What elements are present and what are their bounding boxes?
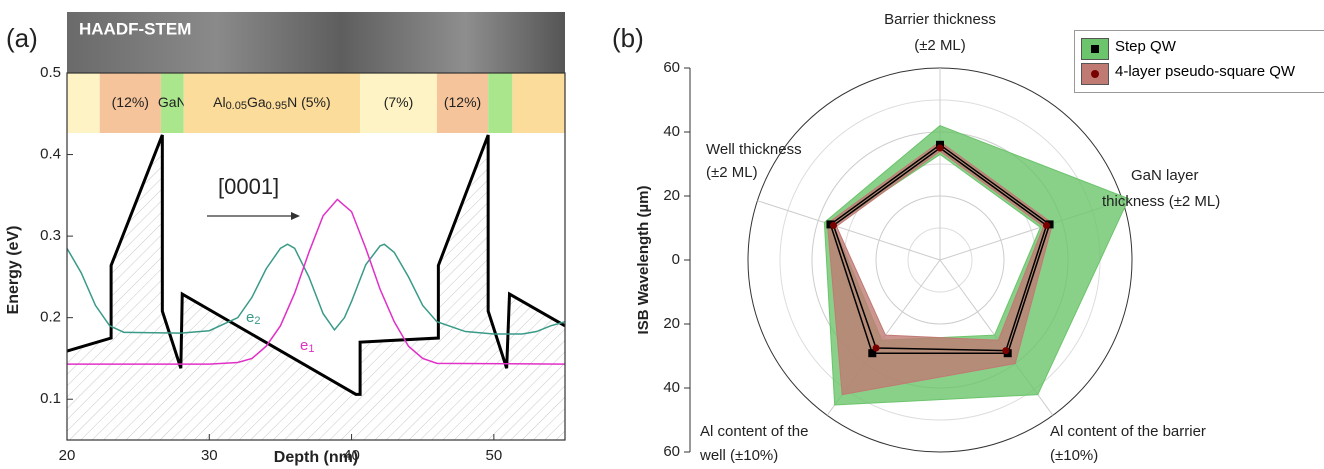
marker — [829, 221, 837, 229]
label-part: Al — [213, 94, 225, 110]
line — [829, 143, 1051, 354]
y-tick-label: 60 — [663, 59, 680, 76]
layer — [99, 73, 161, 133]
label: GaN — [158, 94, 187, 110]
line — [832, 147, 1048, 352]
marker — [1043, 221, 1051, 229]
label: Al0.05Ga0.95N (5%) — [213, 94, 331, 113]
label: e1 — [300, 337, 314, 355]
panel-label: (b) — [612, 23, 644, 53]
y-axis-label: ISB Wavelength (µm) — [635, 186, 652, 335]
y-tick-label: 40 — [663, 379, 680, 396]
legend: Step QW 4-layer pseudo-square QW — [1074, 30, 1324, 93]
layer — [436, 73, 489, 133]
line — [67, 198, 566, 365]
layer — [360, 73, 437, 133]
axis-label: (±10%) — [1050, 447, 1098, 464]
legend-label: Step QW — [1115, 38, 1176, 55]
y-axis-label: Energy (eV) — [5, 226, 22, 315]
y-tick-label: 0.1 — [40, 390, 61, 407]
label: (7%) — [384, 94, 414, 110]
panel-label: (a) — [6, 23, 38, 53]
legend-swatch — [1081, 38, 1109, 60]
spoke — [757, 200, 941, 261]
x-axis-label: Depth (nm) — [274, 449, 358, 466]
label: e2 — [246, 309, 260, 327]
y-tick-label: 0.5 — [40, 64, 61, 81]
line — [66, 243, 566, 335]
layer — [183, 73, 361, 133]
legend-entry: Step QW — [1081, 38, 1324, 60]
x-tick-label: 40 — [343, 447, 360, 464]
y-tick-label: 0.3 — [40, 227, 61, 244]
annotation: [0001] — [218, 174, 279, 199]
axis-label: Well thickness — [706, 141, 802, 158]
marker — [872, 344, 880, 352]
label-part: Ga — [247, 94, 266, 110]
image-label: HAADF-STEM — [79, 19, 191, 38]
layer — [67, 73, 100, 133]
legend-swatch — [1081, 63, 1109, 85]
hatch-area — [67, 134, 565, 440]
axis-label: (±2 ML) — [914, 37, 966, 54]
axis-label: thickness (±2 ML) — [1102, 193, 1220, 210]
x-tick-label: 20 — [59, 447, 76, 464]
axis-label: Al content of the barrier — [1050, 423, 1206, 440]
x-tick-label: 50 — [486, 447, 503, 464]
layer — [512, 73, 565, 133]
label-part: 0.05 — [226, 100, 247, 112]
label-part: (7%) — [384, 94, 414, 110]
axis-label: GaN layer — [1131, 167, 1199, 184]
marker — [936, 144, 944, 152]
label-part: N (5%) — [287, 94, 331, 110]
label-part: 1 — [308, 343, 314, 355]
label-part: e — [300, 337, 308, 354]
line — [66, 134, 566, 396]
label: (12%) — [444, 94, 481, 110]
layer — [160, 73, 184, 133]
axis-label: (±2 ML) — [706, 164, 758, 181]
y-tick-label: 0.4 — [40, 146, 61, 163]
y-tick-label: 20 — [663, 315, 680, 332]
y-tick-label: 60 — [663, 443, 680, 460]
axis-label: Al content of the — [700, 423, 808, 440]
y-tick-label: 0.2 — [40, 309, 61, 326]
marker — [1002, 347, 1010, 355]
range-area — [826, 140, 1054, 396]
label-part: 0.95 — [266, 100, 287, 112]
y-tick-label: 40 — [663, 123, 680, 140]
legend-marker — [1091, 45, 1099, 53]
legend-label: 4-layer pseudo-square QW — [1115, 63, 1296, 80]
legend-marker — [1091, 70, 1099, 78]
stem-image — [67, 12, 565, 73]
label-part: 2 — [254, 315, 260, 327]
layer — [488, 73, 513, 133]
x-tick-label: 30 — [201, 447, 218, 464]
marker — [868, 349, 877, 358]
label-part: (12%) — [444, 94, 481, 110]
plot-frame — [66, 72, 566, 441]
label-part: (12%) — [112, 94, 149, 110]
y-tick-label: 20 — [663, 187, 680, 204]
axis-label: Barrier thickness — [884, 11, 996, 28]
label: (12%) — [112, 94, 149, 110]
label-part: e — [246, 309, 254, 326]
legend-entry: 4-layer pseudo-square QW — [1081, 63, 1324, 85]
axis-label: well (±10%) — [699, 447, 778, 464]
y-tick-label: 0 — [672, 251, 680, 268]
label-part: GaN — [158, 94, 187, 110]
arrow-head — [291, 212, 300, 220]
